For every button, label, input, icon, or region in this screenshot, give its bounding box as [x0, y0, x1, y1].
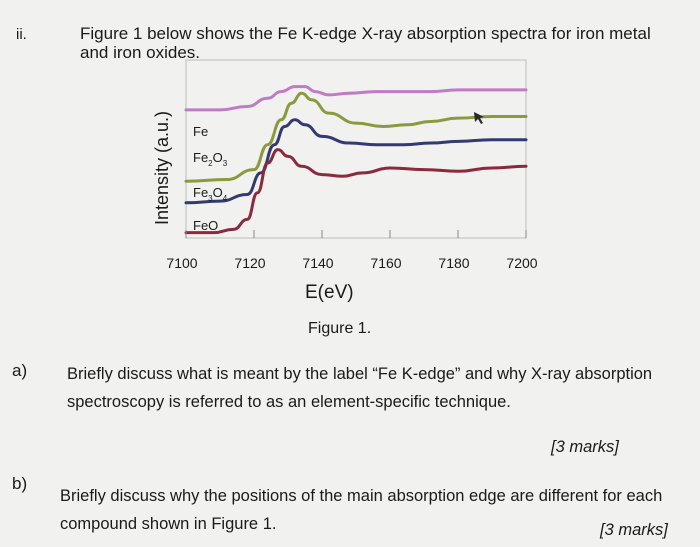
question-a-marks: [3 marks] — [551, 438, 619, 456]
plot-frame — [185, 59, 527, 239]
x-tick-label: 7140 — [302, 255, 333, 271]
question-b-letter: b) — [12, 474, 28, 493]
question-intro: Figure 1 below shows the Fe K-edge X-ray… — [80, 24, 651, 62]
question-b-marks: [3 marks] — [600, 521, 668, 539]
x-tick-label: 7200 — [506, 255, 537, 271]
series-label-fe2o3: Fe2O3 — [193, 150, 228, 168]
series-label-fe3o4: Fe3O4 — [193, 185, 228, 203]
question-a-text: Briefly discuss what is meant by the lab… — [67, 365, 653, 411]
question-b-text: Briefly discuss why the positions of the… — [60, 487, 663, 533]
cursor-arrow-icon — [474, 112, 484, 124]
series-label-feo: FeO — [193, 218, 218, 233]
series-lines — [184, 85, 528, 235]
series-line-fe3o4 — [184, 118, 528, 205]
x-tick-label: 7180 — [438, 255, 469, 271]
x-axis-label: E(eV) — [305, 282, 354, 303]
xas-chart: Intensity (a.u.) 7100 7120 7140 7160 7180 720… — [152, 59, 538, 271]
x-tick-label: 7120 — [234, 255, 265, 271]
series-line-fe2o3 — [184, 91, 528, 183]
series-line-feo — [184, 148, 528, 235]
x-axis-ticks: 7100 7120 7140 7160 7180 7200 — [166, 230, 538, 271]
series-label-fe: Fe — [193, 124, 208, 139]
y-axis-label: Intensity (a.u.) — [152, 111, 172, 225]
figure-caption: Figure 1. — [308, 320, 372, 337]
question-number: ii. — [16, 26, 27, 43]
x-tick-label: 7160 — [370, 255, 401, 271]
question-a-letter: a) — [12, 361, 28, 380]
x-tick-label: 7100 — [166, 255, 197, 271]
series-line-fe — [184, 85, 528, 112]
